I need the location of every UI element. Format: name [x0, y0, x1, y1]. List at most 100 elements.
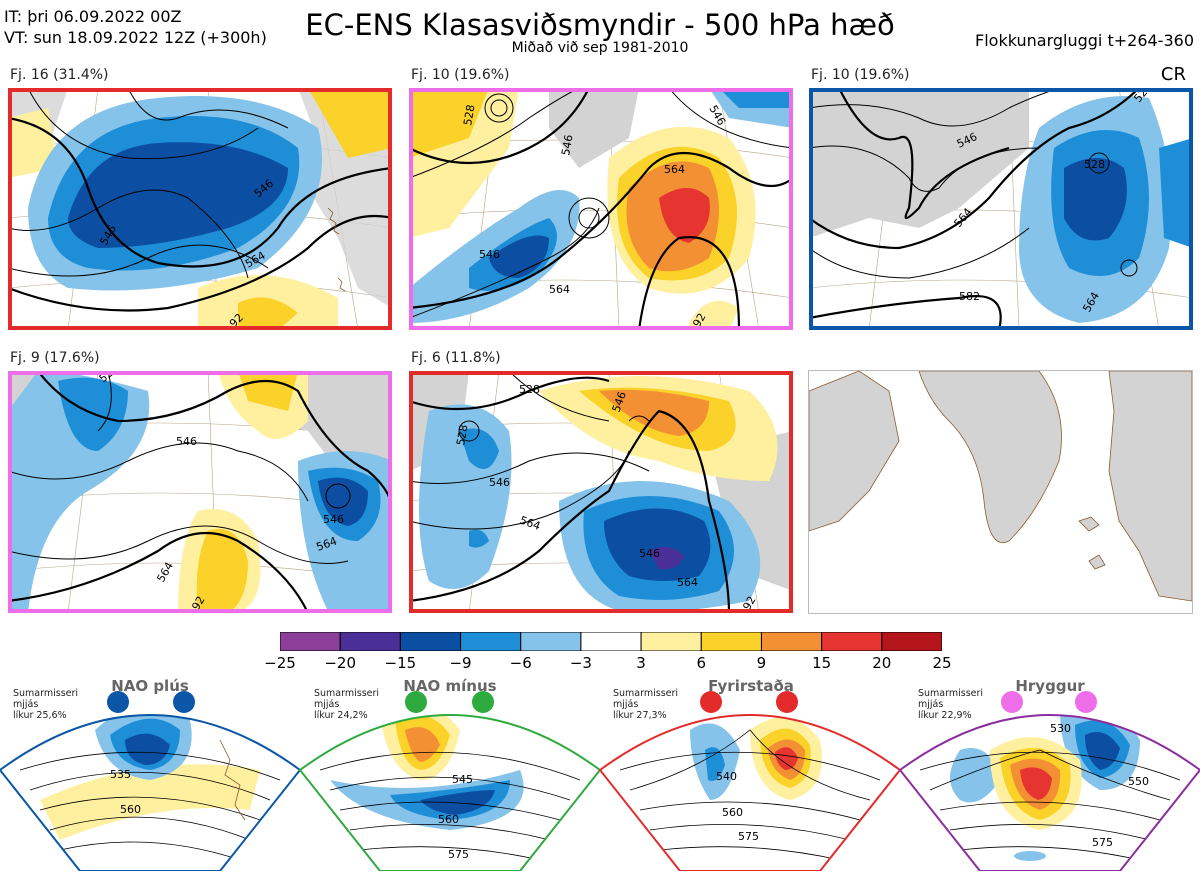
contour-label: 575 — [448, 848, 469, 861]
header-times: IT: þri 06.09.2022 00Z VT: sun 18.09.202… — [4, 6, 267, 48]
regime-dot-nao-minus-left — [405, 691, 427, 713]
regime-stat-months: mjjás — [314, 699, 340, 710]
contour-label: 546 — [559, 134, 575, 157]
contour-label: 530 — [1050, 722, 1071, 735]
cluster-map-3: 528 546 564 582 564 528 — [809, 88, 1193, 330]
regime-stat-season: Sumarmisseri — [314, 688, 380, 699]
panel-label-3: Fj. 10 (19.6%) — [811, 67, 910, 83]
colorbar-tick-label: 9 — [756, 654, 767, 672]
contour-label: 546 — [479, 248, 500, 261]
regime-stat-months: mjjás — [613, 699, 639, 710]
regime-dot-nao-plus-left — [107, 691, 129, 713]
colorbar-bin — [339, 631, 401, 652]
contour-label: 550 — [1128, 775, 1149, 788]
panel-label-4: Fj. 9 (17.6%) — [10, 350, 100, 366]
contour-label: 528 — [519, 383, 540, 396]
regime-stat-probability: líkur 24,2% — [314, 710, 368, 721]
contour-label: 564 — [664, 163, 685, 176]
regime-stat-season: Sumarmisseri — [13, 688, 79, 699]
contour-label: 92 — [690, 311, 708, 330]
panel-label-5: Fj. 6 (11.8%) — [411, 350, 501, 366]
contour-label: 535 — [110, 768, 131, 781]
cluster-map-4: 528 546 546 564 564 92 — [8, 371, 392, 613]
regime-stat-season: Sumarmisseri — [613, 688, 679, 699]
regime-stats-nao-plus: Sumarmisseri mjjás líkur 25,6% — [13, 688, 78, 721]
colorbar-bin — [700, 631, 762, 652]
colorbar-bin — [760, 631, 823, 652]
cluster-border-4 — [8, 371, 392, 613]
regime-stat-season: Sumarmisseri — [918, 688, 984, 699]
regime-stat-months: mjjás — [13, 699, 39, 710]
cr-label: CR — [1160, 64, 1186, 85]
contour-label: 540 — [716, 770, 737, 783]
colorbar-tick-label: −9 — [449, 654, 472, 672]
contour-label: 546 — [639, 547, 660, 560]
colorbar-tick-label: 20 — [872, 654, 892, 672]
regime-dot-blocking-left — [700, 691, 722, 713]
contour-label: 560 — [438, 813, 459, 826]
colorbar-bin — [881, 631, 943, 652]
regime-fan-blocking — [600, 715, 900, 871]
initial-time: IT: þri 06.09.2022 00Z — [4, 7, 182, 26]
cluster-border-2 — [409, 88, 793, 330]
colorbar-bin — [279, 631, 341, 652]
colorbar — [279, 631, 943, 652]
regime-stats-ridge: Sumarmisseri mjjás líkur 22,9% — [918, 688, 983, 721]
contour-label: 560 — [120, 803, 141, 816]
valid-time: VT: sun 18.09.2022 12Z (+300h) — [4, 28, 267, 47]
contour-label: 528 — [454, 424, 470, 447]
cluster-map-5: 528 528 546 546 564 546 564 92 — [409, 371, 793, 613]
regime-dot-blocking-right — [776, 691, 798, 713]
regime-stat-probability: líkur 25,6% — [13, 710, 67, 721]
contour-label: 560 — [722, 806, 743, 819]
colorbar-bin — [460, 631, 522, 652]
contour-label: 92 — [740, 594, 758, 613]
panel-label-2: Fj. 10 (19.6%) — [411, 67, 510, 83]
regime-stat-probability: líkur 27,3% — [613, 710, 667, 721]
panel-label-1: Fj. 16 (31.4%) — [10, 67, 109, 83]
colorbar-tick-label: −20 — [324, 654, 356, 672]
regime-stats-blocking: Sumarmisseri mjjás líkur 27,3% — [613, 688, 678, 721]
regime-dot-ridge-left — [1001, 691, 1023, 713]
regime-dot-nao-minus-right — [472, 691, 494, 713]
regime-title-nao-plus: NAO plús — [111, 677, 189, 695]
colorbar-tick-label: −6 — [509, 654, 532, 672]
base-map — [808, 370, 1193, 614]
cluster-map-1: 546 564 546 92 — [8, 88, 392, 330]
cluster-border-3 — [809, 88, 1193, 330]
contour-label: 564 — [677, 576, 698, 589]
colorbar-bin — [640, 631, 702, 652]
colorbar-bin — [580, 631, 642, 652]
contour-label: 582 — [959, 290, 980, 303]
colorbar-tick-label: −3 — [569, 654, 592, 672]
cluster-border-1 — [8, 88, 392, 330]
contour-label: 546 — [323, 513, 344, 526]
colorbar-tick-label: 15 — [812, 654, 832, 672]
colorbar-bin — [821, 631, 883, 652]
regime-dot-ridge-right — [1075, 691, 1097, 713]
colorbar-tick-label: −25 — [264, 654, 296, 672]
contour-label: 575 — [738, 830, 759, 843]
chart-title: EC-ENS Klasasviðsmyndir - 500 hPa hæð — [305, 8, 895, 42]
contour-label: 528 — [461, 104, 477, 127]
cluster-border-5 — [409, 371, 793, 613]
classification-window: Flokkunargluggi t+264-360 — [975, 31, 1194, 50]
contour-label: 92 — [189, 594, 207, 613]
colorbar-swatches — [279, 631, 943, 652]
colorbar-tick-label: 6 — [696, 654, 707, 672]
regime-stats-nao-minus: Sumarmisseri mjjás líkur 24,2% — [314, 688, 379, 721]
regime-stat-probability: líkur 22,9% — [918, 710, 972, 721]
colorbar-tick-label: −15 — [384, 654, 417, 672]
regime-title-blocking: Fyrirstaða — [708, 677, 794, 695]
regime-title-ridge: Hryggur — [1015, 677, 1085, 695]
contour-label: 546 — [489, 476, 510, 489]
contour-label: 545 — [452, 773, 473, 786]
regime-title-nao-minus: NAO mínus — [403, 677, 497, 695]
regime-stat-months: mjjás — [918, 699, 944, 710]
contour-label: 546 — [176, 435, 197, 448]
colorbar-tick-label: 25 — [932, 654, 952, 672]
contour-label: 575 — [1092, 836, 1113, 849]
contour-label: 564 — [549, 283, 570, 296]
contour-label: 528 — [1084, 158, 1105, 171]
colorbar-bin — [520, 631, 582, 652]
